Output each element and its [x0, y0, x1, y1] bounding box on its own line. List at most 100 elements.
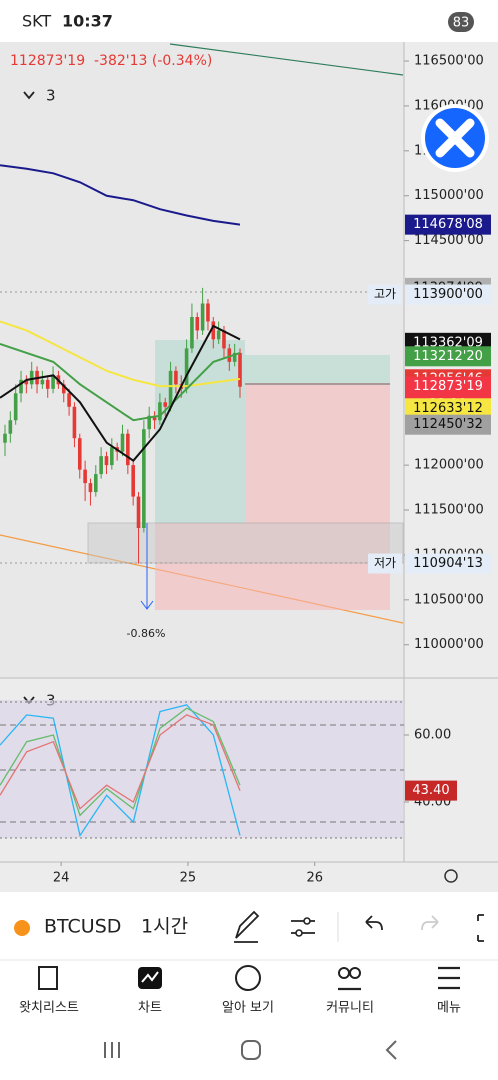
price-label-box [405, 398, 491, 419]
price-label: 112633'12 [413, 401, 483, 416]
y-tick-label: 110500'00 [414, 592, 484, 607]
price-label: 114678'08 [413, 217, 483, 232]
candle-body [195, 316, 200, 331]
price-label: 112873'19 [413, 379, 483, 394]
price-change: -382'13 (-0.34%) [94, 53, 212, 69]
redo-icon[interactable] [421, 915, 439, 931]
candle-body [147, 415, 152, 430]
measure-label: -0.86% [127, 627, 166, 640]
candle-body [163, 402, 168, 407]
position-loss [245, 383, 390, 610]
carrier: SKT [22, 12, 51, 31]
indicator-count: 3 [46, 87, 56, 105]
candle-body [3, 433, 7, 443]
nav-label[interactable]: 차트 [138, 1001, 162, 1016]
candle-body [77, 438, 82, 470]
nav-label[interactable]: 커뮤니티 [326, 1001, 374, 1016]
candle-body [168, 370, 173, 407]
candle-body [190, 316, 194, 349]
price-label-box [405, 414, 491, 435]
watchlist-icon[interactable] [38, 966, 58, 990]
community-icon[interactable] [338, 967, 350, 979]
range-box [87, 522, 404, 564]
home-button[interactable] [241, 1040, 261, 1060]
candle-body [99, 456, 103, 475]
back-button[interactable] [385, 1040, 397, 1060]
chart-icon-line [141, 971, 159, 983]
candle-body [93, 474, 98, 493]
candle-body [238, 352, 242, 387]
indicator-line [0, 164, 241, 226]
nav-label[interactable]: 왓치리스트 [19, 1001, 79, 1016]
menu-icon[interactable] [338, 966, 460, 991]
indicator-line [0, 320, 241, 388]
logo-mark [435, 118, 475, 158]
indicator-line [0, 707, 241, 817]
candle-body [104, 456, 109, 466]
recents-button[interactable] [104, 1042, 120, 1058]
indicators-icon[interactable] [291, 920, 315, 934]
candle-body [216, 330, 221, 340]
candle-body [51, 375, 55, 389]
candle-body [19, 379, 23, 394]
candle-body [29, 370, 34, 385]
candle-body [200, 303, 205, 331]
indicator-line [0, 342, 241, 422]
candle-body [72, 406, 77, 439]
candle-body [158, 402, 162, 421]
indicators-icon [295, 929, 303, 937]
price-label: 112450'32 [413, 417, 483, 432]
x-tick-label: 25 [180, 871, 197, 886]
candle-body [131, 465, 135, 497]
last-price: 112873'19 [10, 53, 85, 69]
candle-body [110, 447, 114, 466]
clock: 10:37 [62, 12, 113, 31]
settings-icon[interactable] [444, 869, 458, 883]
indicator-line [0, 714, 241, 810]
price-label-box [405, 553, 491, 574]
y-tick-label: 116500'00 [414, 54, 484, 69]
candle-body [40, 379, 45, 385]
osc-current-label: 43.40 [412, 783, 449, 798]
community-icon [349, 967, 361, 979]
candle-body [136, 496, 141, 528]
symbol[interactable]: BTCUSD [44, 916, 121, 938]
candle-body [184, 348, 189, 389]
candle-body [222, 330, 226, 349]
position-loss [155, 523, 245, 610]
collapse-caret[interactable] [23, 91, 35, 100]
fullscreen-icon[interactable] [477, 914, 484, 942]
candle-body [232, 352, 237, 362]
candle-body [67, 393, 71, 407]
price-label-box [405, 346, 491, 367]
price-tag-box [368, 553, 402, 574]
position-profit [245, 355, 390, 383]
candle-body [211, 321, 216, 340]
battery-level: 83 [453, 16, 470, 31]
candle-body [227, 348, 232, 362]
nav-label[interactable]: 메뉴 [437, 1001, 461, 1016]
nav-label[interactable]: 알아 보기 [222, 1001, 274, 1016]
candle-body [120, 433, 125, 452]
candle-body [206, 303, 210, 322]
price-tag: 고가 [374, 287, 396, 301]
y-tick-label: 115000'00 [414, 188, 484, 203]
draw-icon[interactable] [234, 910, 260, 943]
candle-body [83, 469, 87, 484]
undo-icon[interactable] [365, 915, 383, 931]
trend-line [169, 43, 404, 76]
price-label: 110904'13 [413, 556, 483, 571]
measure-arrow-head [140, 600, 154, 610]
osc-tick-label: 60.00 [414, 728, 451, 743]
explore-icon[interactable] [235, 965, 261, 991]
candle-body [142, 429, 146, 528]
candle-body [13, 393, 18, 421]
candle-body [88, 483, 93, 493]
y-tick-label: 112000'00 [414, 458, 484, 473]
interval[interactable]: 1시간 [141, 916, 188, 938]
y-tick-label: 111500'00 [414, 503, 484, 518]
price-label: 113212'20 [413, 349, 483, 364]
candle-body [24, 379, 29, 385]
